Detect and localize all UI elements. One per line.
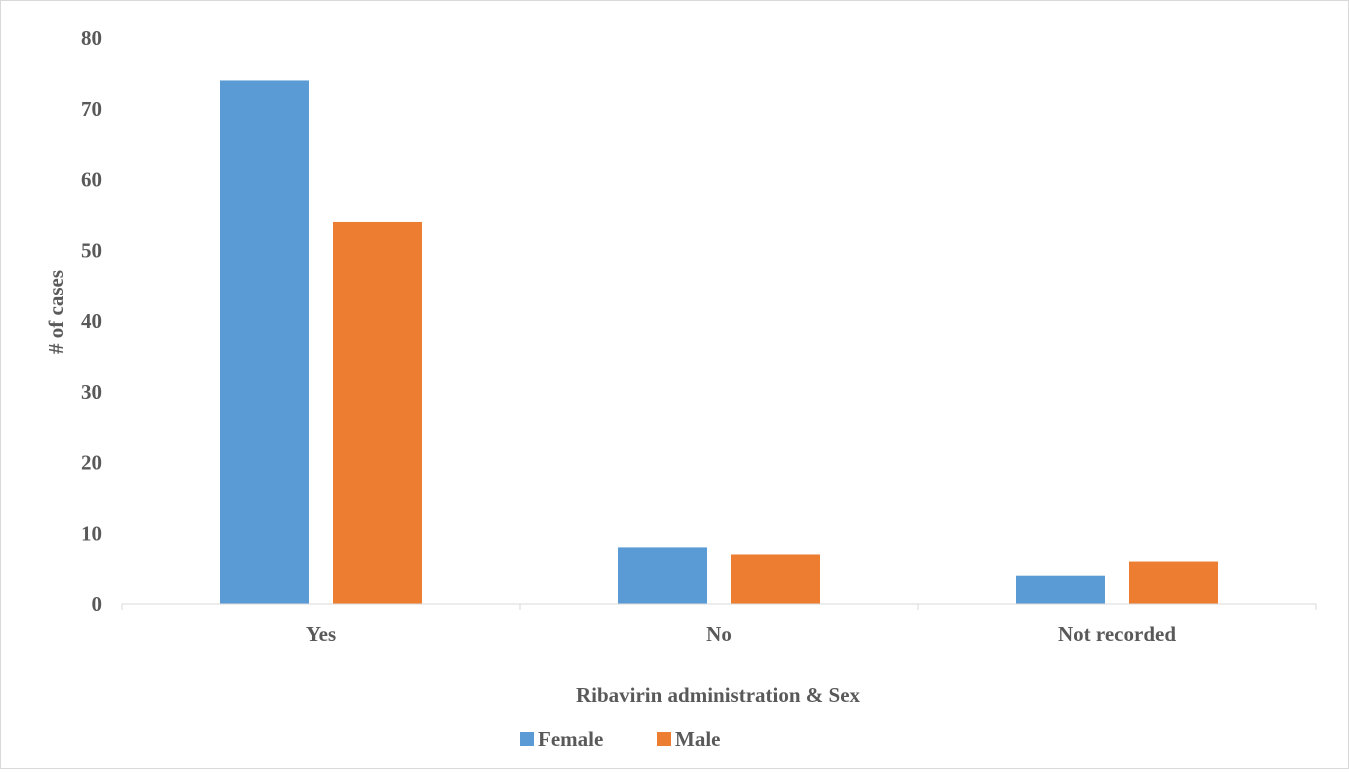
legend-label-female: Female (538, 727, 603, 751)
y-tick-label: 60 (81, 168, 102, 192)
y-tick-label: 30 (81, 380, 102, 404)
y-tick-label: 50 (81, 238, 102, 262)
bar-female-no (618, 547, 707, 604)
x-axis-title: Ribavirin administration & Sex (576, 683, 861, 707)
legend: Female Male (520, 727, 720, 751)
bar-male-not-recorded (1129, 561, 1218, 604)
x-tick-label: No (706, 622, 732, 646)
y-tick-label: 10 (81, 521, 102, 545)
legend-swatch-male (657, 732, 671, 746)
y-tick-label: 70 (81, 97, 102, 121)
x-tick-label: Not recorded (1058, 622, 1176, 646)
bars (220, 80, 1218, 604)
bar-male-yes (333, 221, 422, 604)
y-axis-title: # of cases (44, 270, 68, 354)
x-tick-label: Yes (306, 622, 336, 646)
bar-female-not-recorded (1016, 575, 1105, 604)
x-axis-ticks (121, 604, 1317, 610)
legend-swatch-female (520, 732, 534, 746)
y-tick-label: 80 (81, 26, 102, 50)
x-axis-labels: Yes No Not recorded (306, 622, 1176, 646)
bar-male-no (731, 554, 820, 604)
y-tick-label: 20 (81, 451, 102, 475)
y-tick-label: 40 (81, 309, 102, 333)
y-tick-label: 0 (92, 592, 103, 616)
y-axis-ticks: 0 10 20 30 40 50 60 70 80 (81, 26, 102, 616)
bar-female-yes (220, 80, 309, 604)
legend-label-male: Male (675, 727, 720, 751)
